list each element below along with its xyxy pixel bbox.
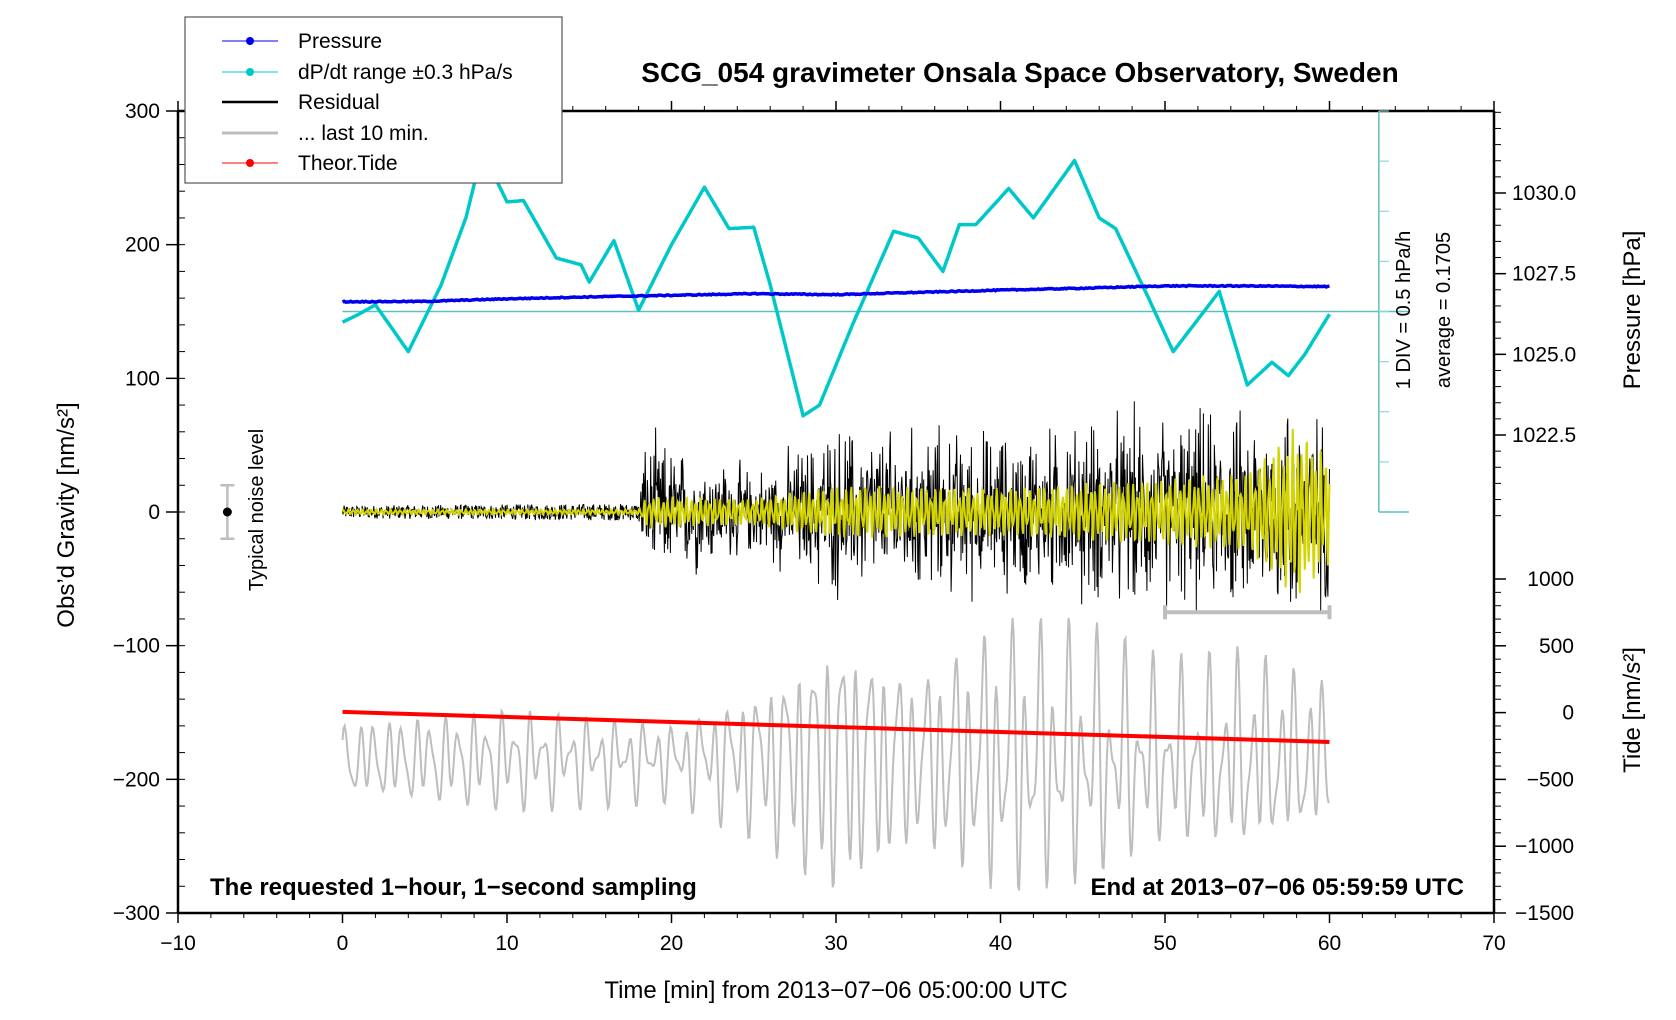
x-tick-label: −10	[160, 932, 196, 955]
end-time-annotation: End at 2013−07−06 05:59:59 UTC	[1090, 874, 1464, 901]
x-tick-label: 50	[1153, 932, 1176, 955]
x-axis-title: Time [min] from 2013−07−06 05:00:00 UTC	[604, 977, 1067, 1004]
y-left-tick-label: −100	[113, 635, 160, 658]
series-pressure	[341, 283, 1330, 305]
legend-marker-dpdt	[246, 68, 254, 76]
legend-label-last10: ... last 10 min.	[298, 122, 429, 145]
series-theor-tide	[342, 709, 1330, 744]
legend-marker-pressure	[246, 37, 254, 45]
legend-entry-pressure: Pressure	[222, 30, 382, 53]
x-tick-label: 20	[660, 932, 683, 955]
y-axis-left-title: Obs’d Gravity [nm/s²]	[53, 402, 80, 627]
axes: −10 0 10 20 30 40 50 60 703002001000−100−200−300…	[113, 100, 1577, 955]
y-left-tick-label: 300	[125, 100, 160, 123]
plot-lines	[220, 149, 1409, 891]
y-left-tick-label: 100	[125, 367, 160, 390]
noise-level-label: Typical noise level	[246, 429, 268, 591]
x-tick-label: 10	[495, 932, 518, 955]
series-residual-filtered	[341, 428, 1331, 593]
x-tick-label: 70	[1482, 932, 1505, 955]
x-tick-label: 60	[1318, 932, 1341, 955]
y-left-tick-label: −200	[113, 768, 160, 791]
dpdt-scale-label: 1 DIV = 0.5 hPa/h	[1393, 231, 1415, 389]
pressure-tick-label: 1025.0	[1512, 343, 1576, 366]
chart-title: SCG_054 gravimeter Onsala Space Observat…	[641, 57, 1398, 88]
series-last-10-min	[341, 617, 1330, 891]
y-left-tick-label: 200	[125, 234, 160, 257]
tide-tick-label: 500	[1539, 635, 1574, 658]
x-tick-label: 30	[824, 932, 847, 955]
legend-label-tide: Theor.Tide	[298, 152, 398, 175]
tide-tick-label: −1000	[1515, 835, 1574, 858]
legend-entry-tide: Theor.Tide	[222, 152, 398, 175]
legend-entry-dpdt: dP/dt range ±0.3 hPa/s	[222, 61, 513, 84]
legend-label-residual: Residual	[298, 91, 380, 114]
sampling-annotation: The requested 1−hour, 1−second sampling	[210, 874, 697, 901]
legend-label-pressure: Pressure	[298, 30, 382, 53]
legend-box	[184, 16, 563, 184]
pressure-tick-label: 1030.0	[1512, 182, 1576, 205]
noise-level-point	[222, 507, 232, 517]
y-left-tick-label: 0	[148, 501, 160, 524]
dpdt-average-label: average = 0.1705	[1433, 232, 1455, 388]
x-tick-label: 40	[989, 932, 1012, 955]
pressure-tick-label: 1027.5	[1512, 263, 1576, 286]
x-tick-label: 0	[337, 932, 349, 955]
pressure-tick-label: 1022.5	[1512, 424, 1576, 447]
y-axis-pressure-title: Pressure [hPa]	[1619, 231, 1646, 390]
legend-marker-tide	[246, 159, 254, 167]
y-axis-tide-title: Tide [nm/s²]	[1619, 647, 1646, 773]
tide-tick-label: −500	[1527, 768, 1574, 791]
legend: Pressure dP/dt range ±0.3 hPa/s Residual…	[184, 16, 563, 184]
legend-entry-last10: ... last 10 min.	[222, 122, 429, 145]
legend-entry-residual: Residual	[222, 91, 380, 114]
tide-tick-label: 0	[1562, 702, 1574, 725]
tide-tick-label: −1500	[1515, 902, 1574, 925]
tide-tick-label: 1000	[1527, 568, 1574, 591]
legend-label-dpdt: dP/dt range ±0.3 hPa/s	[298, 61, 513, 84]
y-left-tick-label: −300	[113, 902, 160, 925]
series-dpdt	[341, 149, 1331, 418]
